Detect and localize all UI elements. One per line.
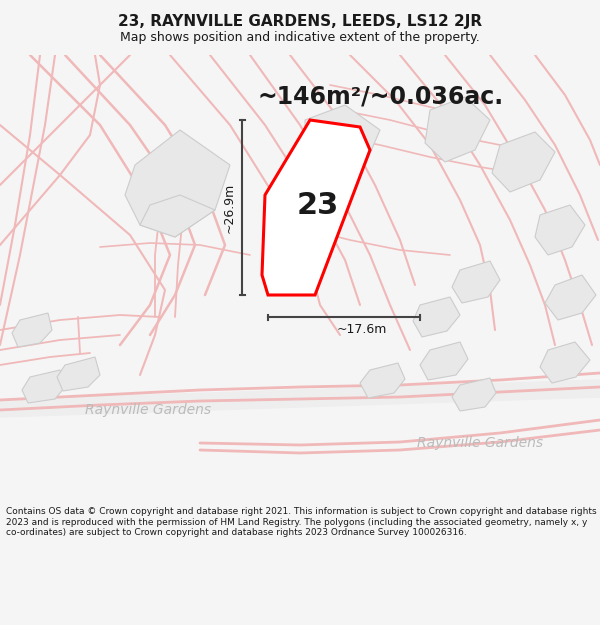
Polygon shape <box>12 313 52 347</box>
Text: 23: 23 <box>297 191 339 219</box>
Text: Raynville Gardens: Raynville Gardens <box>85 403 211 417</box>
Polygon shape <box>125 130 230 237</box>
Polygon shape <box>420 342 468 380</box>
Text: Contains OS data © Crown copyright and database right 2021. This information is : Contains OS data © Crown copyright and d… <box>6 508 596 538</box>
Polygon shape <box>360 363 405 398</box>
Polygon shape <box>140 195 215 237</box>
Text: Map shows position and indicative extent of the property.: Map shows position and indicative extent… <box>120 31 480 44</box>
Polygon shape <box>262 120 370 295</box>
Text: 23, RAYNVILLE GARDENS, LEEDS, LS12 2JR: 23, RAYNVILLE GARDENS, LEEDS, LS12 2JR <box>118 14 482 29</box>
Polygon shape <box>492 132 555 192</box>
Polygon shape <box>22 370 65 403</box>
Polygon shape <box>452 261 500 303</box>
Polygon shape <box>545 275 596 320</box>
Text: ~26.9m: ~26.9m <box>223 182 236 232</box>
Polygon shape <box>305 105 380 177</box>
Polygon shape <box>413 297 460 337</box>
Polygon shape <box>425 97 490 162</box>
Polygon shape <box>540 342 590 383</box>
Polygon shape <box>535 205 585 255</box>
Polygon shape <box>452 378 496 411</box>
Text: Raynville Gardens: Raynville Gardens <box>417 436 543 450</box>
Polygon shape <box>57 357 100 391</box>
Text: ~17.6m: ~17.6m <box>337 323 387 336</box>
Text: ~146m²/~0.036ac.: ~146m²/~0.036ac. <box>258 85 504 109</box>
